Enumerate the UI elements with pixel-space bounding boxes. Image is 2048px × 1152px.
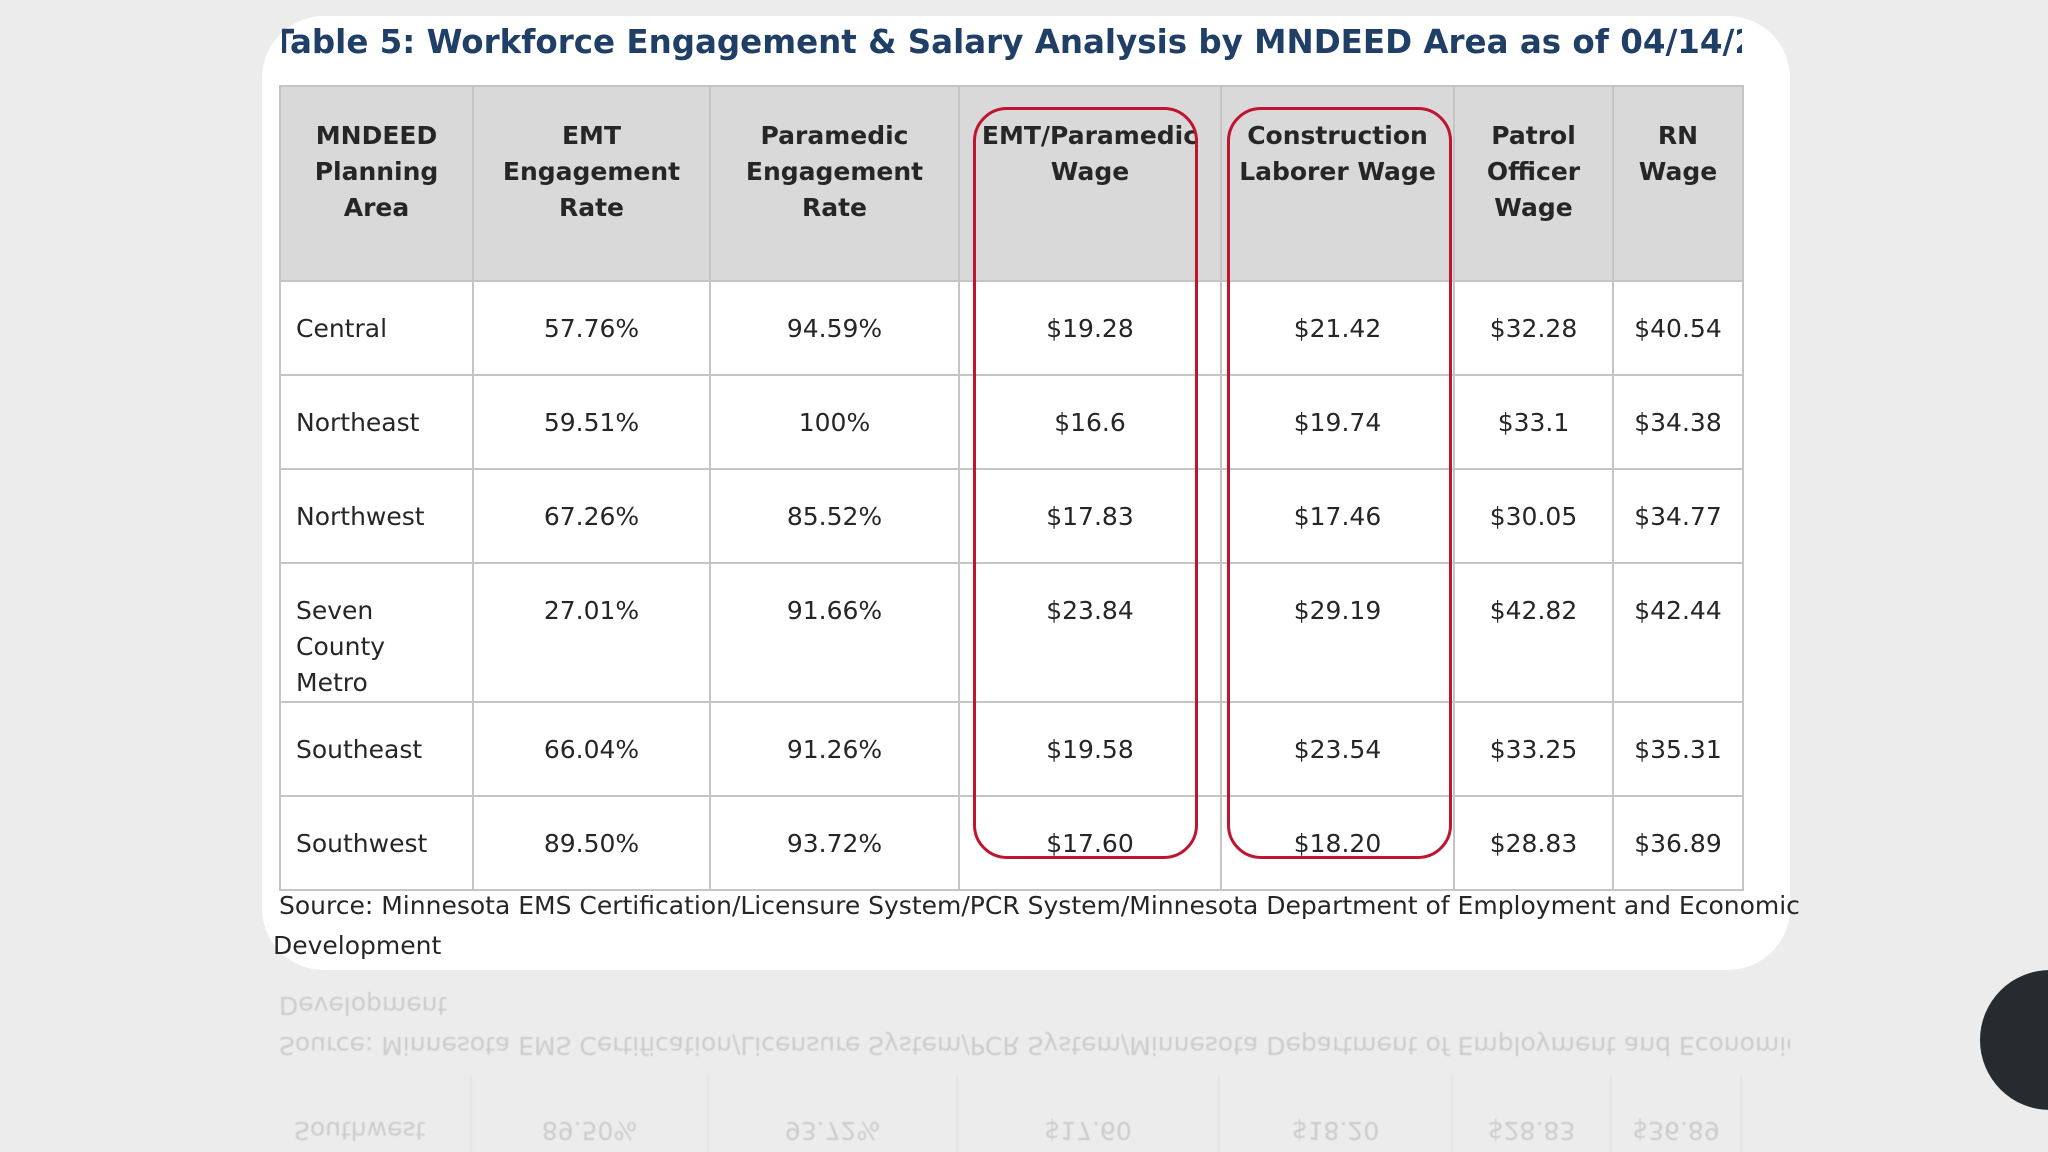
reflected-cell: 93.72%	[709, 1075, 958, 1152]
cell-rn-wage: $35.31	[1612, 701, 1744, 797]
cell-construction-wage: $23.54	[1220, 701, 1455, 797]
header-emt-paramedic-wage: EMT/Paramedic Wage	[958, 85, 1222, 282]
cell-rn-wage: $40.54	[1612, 280, 1744, 376]
cell-patrol-wage: $30.05	[1453, 468, 1614, 564]
source-line-2: Development	[273, 931, 442, 960]
cell-area: Central	[279, 280, 474, 376]
data-table: MNDEED Planning Area EMT Engagement Rate Par…	[279, 85, 1744, 891]
cell-paramedic-rate: 94.59%	[709, 280, 960, 376]
header-paramedic-rate: Paramedic Engagement Rate	[709, 85, 960, 282]
cell-emt-paramedic-wage: $17.60	[958, 795, 1222, 891]
cell-area: Southwest	[279, 795, 474, 891]
cell-paramedic-rate: 93.72%	[709, 795, 960, 891]
table-header-row: MNDEED Planning Area EMT Engagement Rate Par…	[279, 85, 1744, 282]
cell-construction-wage: $19.74	[1220, 374, 1455, 470]
cell-paramedic-rate: 91.66%	[709, 562, 960, 703]
table-row: Northeast 59.51% 100% $16.6 $19.74 $33.1…	[279, 374, 1744, 470]
cell-emt-paramedic-wage: $19.58	[958, 701, 1222, 797]
cell-emt-rate: 67.26%	[472, 468, 711, 564]
cell-emt-rate: 66.04%	[472, 701, 711, 797]
cell-construction-wage: $29.19	[1220, 562, 1455, 703]
reflected-source: Source: Minnesota EMS Certification/Lice…	[279, 985, 1790, 1065]
cell-patrol-wage: $42.82	[1453, 562, 1614, 703]
cell-area: Southeast	[279, 701, 474, 797]
table-row: Southwest 89.50% 93.72% $17.60 $18.20 $2…	[279, 795, 1744, 891]
cell-area: Seven County Metro	[279, 562, 474, 703]
cell-rn-wage: $42.44	[1612, 562, 1744, 703]
cell-emt-rate: 89.50%	[472, 795, 711, 891]
cell-emt-paramedic-wage: $17.83	[958, 468, 1222, 564]
cell-patrol-wage: $33.25	[1453, 701, 1614, 797]
cell-rn-wage: $34.77	[1612, 468, 1744, 564]
reflected-cell: Southwest	[279, 1075, 472, 1152]
reflected-cell: $18.20	[1220, 1075, 1453, 1152]
cell-paramedic-rate: 85.52%	[709, 468, 960, 564]
cell-patrol-wage: $33.1	[1453, 374, 1614, 470]
table-row: Central 57.76% 94.59% $19.28 $21.42 $32.…	[279, 280, 1744, 376]
table-row: Seven County Metro 27.01% 91.66% $23.84 $…	[279, 562, 1744, 703]
cell-patrol-wage: $28.83	[1453, 795, 1614, 891]
cell-construction-wage: $17.46	[1220, 468, 1455, 564]
floating-circle-button[interactable]	[1980, 970, 2048, 1110]
header-construction-wage: Construction Laborer Wage	[1220, 85, 1455, 282]
cell-construction-wage: $18.20	[1220, 795, 1455, 891]
reflected-cell: $36.89	[1612, 1075, 1742, 1152]
cell-emt-rate: 59.51%	[472, 374, 711, 470]
cell-emt-paramedic-wage: $16.6	[958, 374, 1222, 470]
reflected-cell: 89.50%	[472, 1075, 709, 1152]
reflected-cell: $28.83	[1453, 1075, 1612, 1152]
cell-area: Northeast	[279, 374, 474, 470]
header-patrol-wage: Patrol Officer Wage	[1453, 85, 1614, 282]
table-row: Northwest 67.26% 85.52% $17.83 $17.46 $3…	[279, 468, 1744, 564]
reflected-source-line-2: Development	[279, 991, 448, 1020]
reflected-cell: $17.60	[958, 1075, 1220, 1152]
slide-reflection: Source: Minnesota EMS Certification/Lice…	[262, 975, 1790, 1152]
cell-construction-wage: $21.42	[1220, 280, 1455, 376]
reflected-row: Southwest 89.50% 93.72% $17.60 $18.20 $2…	[279, 1075, 1743, 1152]
header-rn-wage: RN Wage	[1612, 85, 1744, 282]
cell-patrol-wage: $32.28	[1453, 280, 1614, 376]
cell-emt-rate: 57.76%	[472, 280, 711, 376]
reflected-source-line-1: Source: Minnesota EMS Certification/Lice…	[279, 1031, 1790, 1060]
header-emt-rate: EMT Engagement Rate	[472, 85, 711, 282]
cell-emt-paramedic-wage: $19.28	[958, 280, 1222, 376]
header-area: MNDEED Planning Area	[279, 85, 474, 282]
cell-emt-paramedic-wage: $23.84	[958, 562, 1222, 703]
cell-rn-wage: $36.89	[1612, 795, 1744, 891]
table-title: Table 5: Workforce Engagement & Salary A…	[282, 23, 1742, 61]
cell-emt-rate: 27.01%	[472, 562, 711, 703]
table-row: Southeast 66.04% 91.26% $19.58 $23.54 $3…	[279, 701, 1744, 797]
cell-paramedic-rate: 100%	[709, 374, 960, 470]
cell-area: Northwest	[279, 468, 474, 564]
source-note: Source: Minnesota EMS Certification/Lice…	[273, 886, 1800, 966]
source-line-1: Source: Minnesota EMS Certification/Lice…	[279, 891, 1800, 920]
cell-paramedic-rate: 91.26%	[709, 701, 960, 797]
cell-rn-wage: $34.38	[1612, 374, 1744, 470]
